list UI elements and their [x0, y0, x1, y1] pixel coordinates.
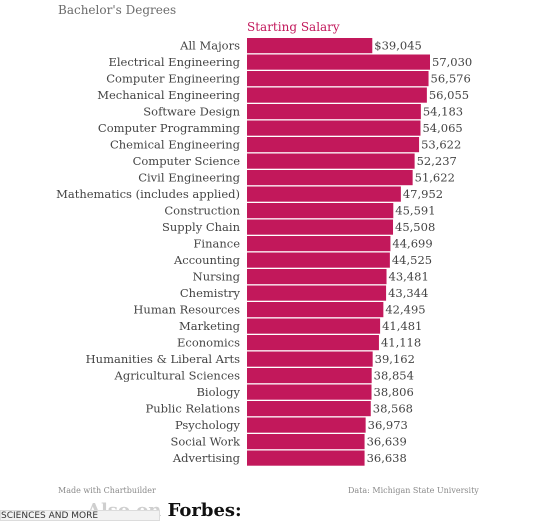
value-label: 57,030: [432, 55, 472, 69]
bar: [247, 71, 429, 87]
category-label: Computer Programming: [98, 121, 241, 135]
value-label: 45,508: [395, 220, 435, 234]
value-label: 41,118: [381, 336, 421, 350]
bar: [247, 54, 430, 70]
bar: [247, 120, 421, 136]
value-label: 52,237: [417, 154, 457, 168]
bar: [247, 434, 365, 450]
bar: [247, 417, 366, 433]
value-label: 47,952: [403, 187, 443, 201]
value-label: 36,638: [367, 451, 407, 465]
bar: [247, 236, 391, 252]
value-label: 42,495: [385, 303, 425, 317]
value-label: 38,806: [374, 385, 414, 399]
value-label: 43,344: [388, 286, 428, 300]
made-with-credit: Made with Chartbuilder: [58, 486, 156, 495]
bar: [247, 170, 413, 186]
category-label: Software Design: [143, 105, 240, 119]
category-label: Psychology: [175, 418, 241, 432]
bar: [247, 384, 372, 400]
category-label: Mechanical Engineering: [97, 88, 240, 102]
bar: [247, 285, 387, 301]
value-label: $39,045: [374, 39, 422, 53]
value-label: 39,162: [375, 352, 415, 366]
value-label: 54,065: [422, 121, 462, 135]
bar: [247, 351, 373, 367]
bar: [247, 137, 420, 153]
category-label: Computer Science: [133, 154, 241, 168]
category-label: Chemical Engineering: [110, 138, 241, 152]
value-label: 51,622: [415, 171, 455, 185]
category-label: Advertising: [172, 451, 241, 465]
value-label: 56,055: [429, 88, 469, 102]
value-label: 38,854: [374, 369, 414, 383]
bar: [247, 450, 365, 466]
value-label: 44,699: [392, 237, 432, 251]
value-label: 36,973: [368, 418, 408, 432]
category-label: Social Work: [170, 435, 241, 449]
value-label: 43,481: [389, 270, 429, 284]
bar: [247, 318, 381, 334]
bar: [247, 252, 390, 268]
bar: [247, 368, 372, 384]
bar: [247, 153, 415, 169]
category-label: Biology: [196, 385, 240, 399]
data-source: Data: Michigan State University: [348, 486, 479, 495]
value-label: 44,525: [392, 253, 432, 267]
category-label: Economics: [177, 336, 240, 350]
category-label: Human Resources: [133, 303, 240, 317]
category-label: Mathematics (includes applied): [56, 187, 240, 201]
bar: [247, 335, 379, 351]
category-label: Computer Engineering: [106, 72, 240, 86]
bar: [247, 38, 373, 54]
value-label: 38,568: [373, 402, 413, 416]
value-label: 41,481: [382, 319, 422, 333]
value-label: 36,639: [367, 435, 407, 449]
bar: [247, 219, 394, 235]
bar: [247, 401, 371, 417]
value-label: 54,183: [423, 105, 463, 119]
category-label: Marketing: [179, 319, 241, 333]
category-label: Supply Chain: [162, 220, 241, 234]
category-label: Humanities & Liberal Arts: [86, 352, 240, 366]
category-label: All Majors: [179, 39, 240, 53]
category-label: Accounting: [173, 253, 241, 267]
value-label: 45,591: [395, 204, 435, 218]
category-label: Electrical Engineering: [108, 55, 240, 69]
bar: [247, 203, 394, 219]
category-label: Agricultural Sciences: [114, 369, 241, 383]
category-label: Public Relations: [146, 402, 241, 416]
bar: [247, 104, 421, 120]
category-label: Finance: [193, 237, 240, 251]
category-label: Chemistry: [180, 286, 241, 300]
category-label: Nursing: [193, 270, 241, 284]
bar: [247, 186, 401, 202]
bar-chart: All Majors $39,045 Electrical Engineering 5…: [56, 38, 472, 466]
category-label: Construction: [164, 204, 240, 218]
series-title: Starting Salary: [247, 20, 340, 34]
forbes-brand: Forbes:: [167, 500, 242, 521]
value-label: 53,622: [421, 138, 461, 152]
value-label: 56,576: [431, 72, 471, 86]
bar: [247, 269, 387, 285]
bar: [247, 302, 384, 318]
bar: [247, 87, 427, 103]
category-tag[interactable]: SCIENCES AND MORE: [0, 510, 160, 521]
chart-header-title: Bachelor's Degrees: [58, 3, 177, 17]
category-label: Civil Engineering: [138, 171, 240, 185]
